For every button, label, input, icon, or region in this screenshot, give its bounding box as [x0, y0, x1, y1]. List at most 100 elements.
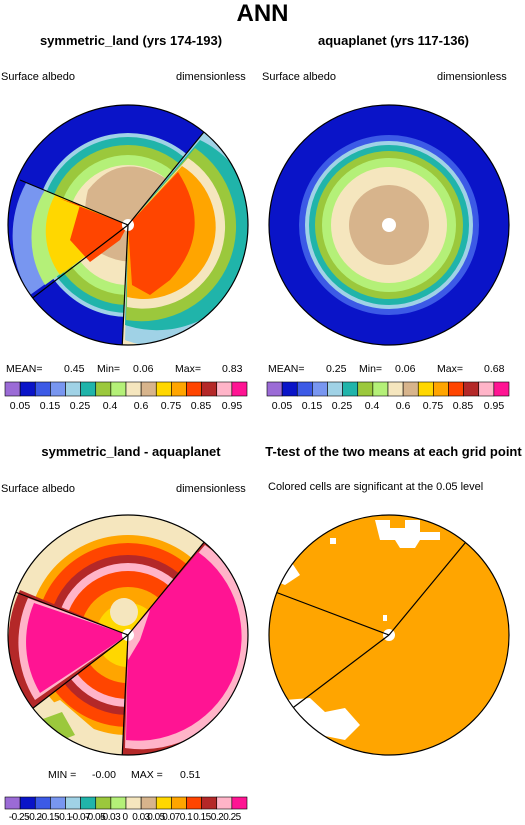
colorbar-swatch	[296, 381, 313, 397]
panel2-units: dimensionless	[437, 71, 507, 83]
panel2-min: 0.06	[395, 363, 416, 375]
cbar3-label: 0.15	[193, 812, 211, 823]
colorbar-swatch	[312, 381, 328, 397]
colorbar-swatch	[372, 381, 389, 397]
panel3-min-label: MIN =	[48, 769, 77, 781]
colorbar-swatch	[110, 381, 127, 397]
cbar2-label: 0.85	[452, 400, 474, 412]
figure-title: ANN	[236, 0, 289, 27]
cbar1-label: 0.85	[190, 400, 212, 412]
colorbar-swatch	[95, 381, 112, 397]
cbar1-label: 0.6	[133, 400, 149, 412]
colorbar-swatch	[216, 381, 233, 397]
cbar2-label: 0.25	[331, 400, 353, 412]
cbar3-label: -0.2	[26, 812, 42, 823]
cbar1-label: 0.75	[160, 400, 182, 412]
cbar3-label: 0.2	[210, 812, 224, 823]
colorbar-swatch	[65, 381, 81, 397]
cbar2-label: 0.4	[364, 400, 380, 412]
panel3-variable: Surface albedo	[1, 483, 75, 495]
panel1-mean-label: MEAN=	[6, 363, 43, 375]
colorbar-swatch	[231, 381, 248, 397]
colorbar-swatch	[186, 796, 202, 810]
colorbar-swatch	[19, 796, 36, 810]
colorbar-swatch	[140, 381, 157, 397]
colorbar-swatch	[140, 796, 157, 810]
colorbar-swatch	[186, 381, 202, 397]
panel2-title: aquaplanet (yrs 117-136)	[317, 33, 470, 48]
cbar1-label: 0.15	[39, 400, 61, 412]
cbar3-label: 0.03	[132, 812, 150, 823]
cbar3-label: -0.15	[38, 812, 60, 823]
cbar3-label: 0.07	[162, 812, 180, 823]
colorbar-swatch	[281, 381, 298, 397]
panel2-max-label: Max=	[437, 363, 463, 375]
colorbar-swatch	[34, 796, 51, 810]
panel3-map	[8, 515, 248, 755]
panel4-subtitle: Colored cells are significant at the 0.0…	[268, 481, 484, 493]
cbar1-label: 0.05	[9, 400, 31, 412]
panel4-title: T-test of the two means at each grid poi…	[265, 444, 522, 459]
panel2-mean-label: MEAN=	[268, 363, 305, 375]
colorbar-swatch	[201, 381, 218, 397]
cbar1-label: 0.95	[221, 400, 243, 412]
panel1-map	[8, 105, 248, 345]
panel1-min: 0.06	[133, 363, 154, 375]
panel1-variable: Surface albedo	[1, 71, 75, 83]
panel2-map	[269, 105, 509, 345]
panel1-max: 0.83	[222, 363, 243, 375]
cbar3-label: 0.05	[147, 812, 165, 823]
panel3-max: 0.51	[180, 769, 201, 781]
cbar3-label: -0.1	[56, 812, 72, 823]
colorbar-swatch	[50, 796, 66, 810]
colorbar-swatch	[417, 381, 434, 397]
cbar3-label: -0.07	[69, 812, 91, 823]
panel3-title: symmetric_land - aquaplanet	[41, 444, 221, 459]
panel3-max-label: MAX =	[131, 769, 163, 781]
panel1-title: symmetric_land (yrs 174-193)	[39, 33, 223, 48]
colorbar-panel1	[4, 381, 248, 397]
cbar3-label: -0.03	[99, 812, 121, 823]
colorbar-swatch	[216, 796, 233, 810]
colorbar-swatch	[19, 381, 36, 397]
colorbar-swatch	[50, 381, 66, 397]
colorbar-swatch	[357, 381, 374, 397]
colorbar-swatch	[34, 381, 51, 397]
colorbar-swatch	[110, 796, 127, 810]
cbar2-label: 0.6	[395, 400, 411, 412]
colorbar-swatch	[231, 796, 248, 810]
cbar3-label: 0.25	[223, 812, 241, 823]
colorbar-swatch	[95, 796, 112, 810]
cbar3-label: 0	[122, 812, 128, 823]
colorbar-swatch	[201, 796, 218, 810]
colorbar-swatch	[342, 381, 359, 397]
colorbar-panel2	[266, 381, 510, 397]
cbar2-label: 0.95	[483, 400, 505, 412]
cbar2-label: 0.75	[422, 400, 444, 412]
colorbar-swatch	[4, 796, 21, 810]
panel2-max: 0.68	[484, 363, 505, 375]
colorbar-swatch	[80, 381, 97, 397]
colorbar-swatch	[171, 381, 187, 397]
colorbar-swatch	[125, 381, 142, 397]
cbar3-label: -0.05	[84, 812, 106, 823]
colorbar-swatch	[4, 381, 21, 397]
colorbar-swatch	[448, 381, 464, 397]
cbar1-label: 0.4	[102, 400, 118, 412]
panel1-min-label: Min=	[97, 363, 121, 375]
panel2-mean: 0.25	[326, 363, 347, 375]
cbar3-label: 0.1	[179, 812, 193, 823]
colorbar-swatch	[493, 381, 510, 397]
colorbar-swatch	[402, 381, 419, 397]
cbar1-label: 0.25	[69, 400, 91, 412]
colorbar-swatch	[463, 381, 480, 397]
colorbar-swatch	[65, 796, 81, 810]
colorbar-panel3	[4, 796, 248, 810]
panel4-map	[269, 515, 509, 755]
colorbar-swatch	[171, 796, 187, 810]
panel1-max-label: Max=	[175, 363, 201, 375]
panel3-min: -0.00	[92, 769, 116, 781]
colorbar-swatch	[327, 381, 343, 397]
panel3-units: dimensionless	[176, 483, 246, 495]
